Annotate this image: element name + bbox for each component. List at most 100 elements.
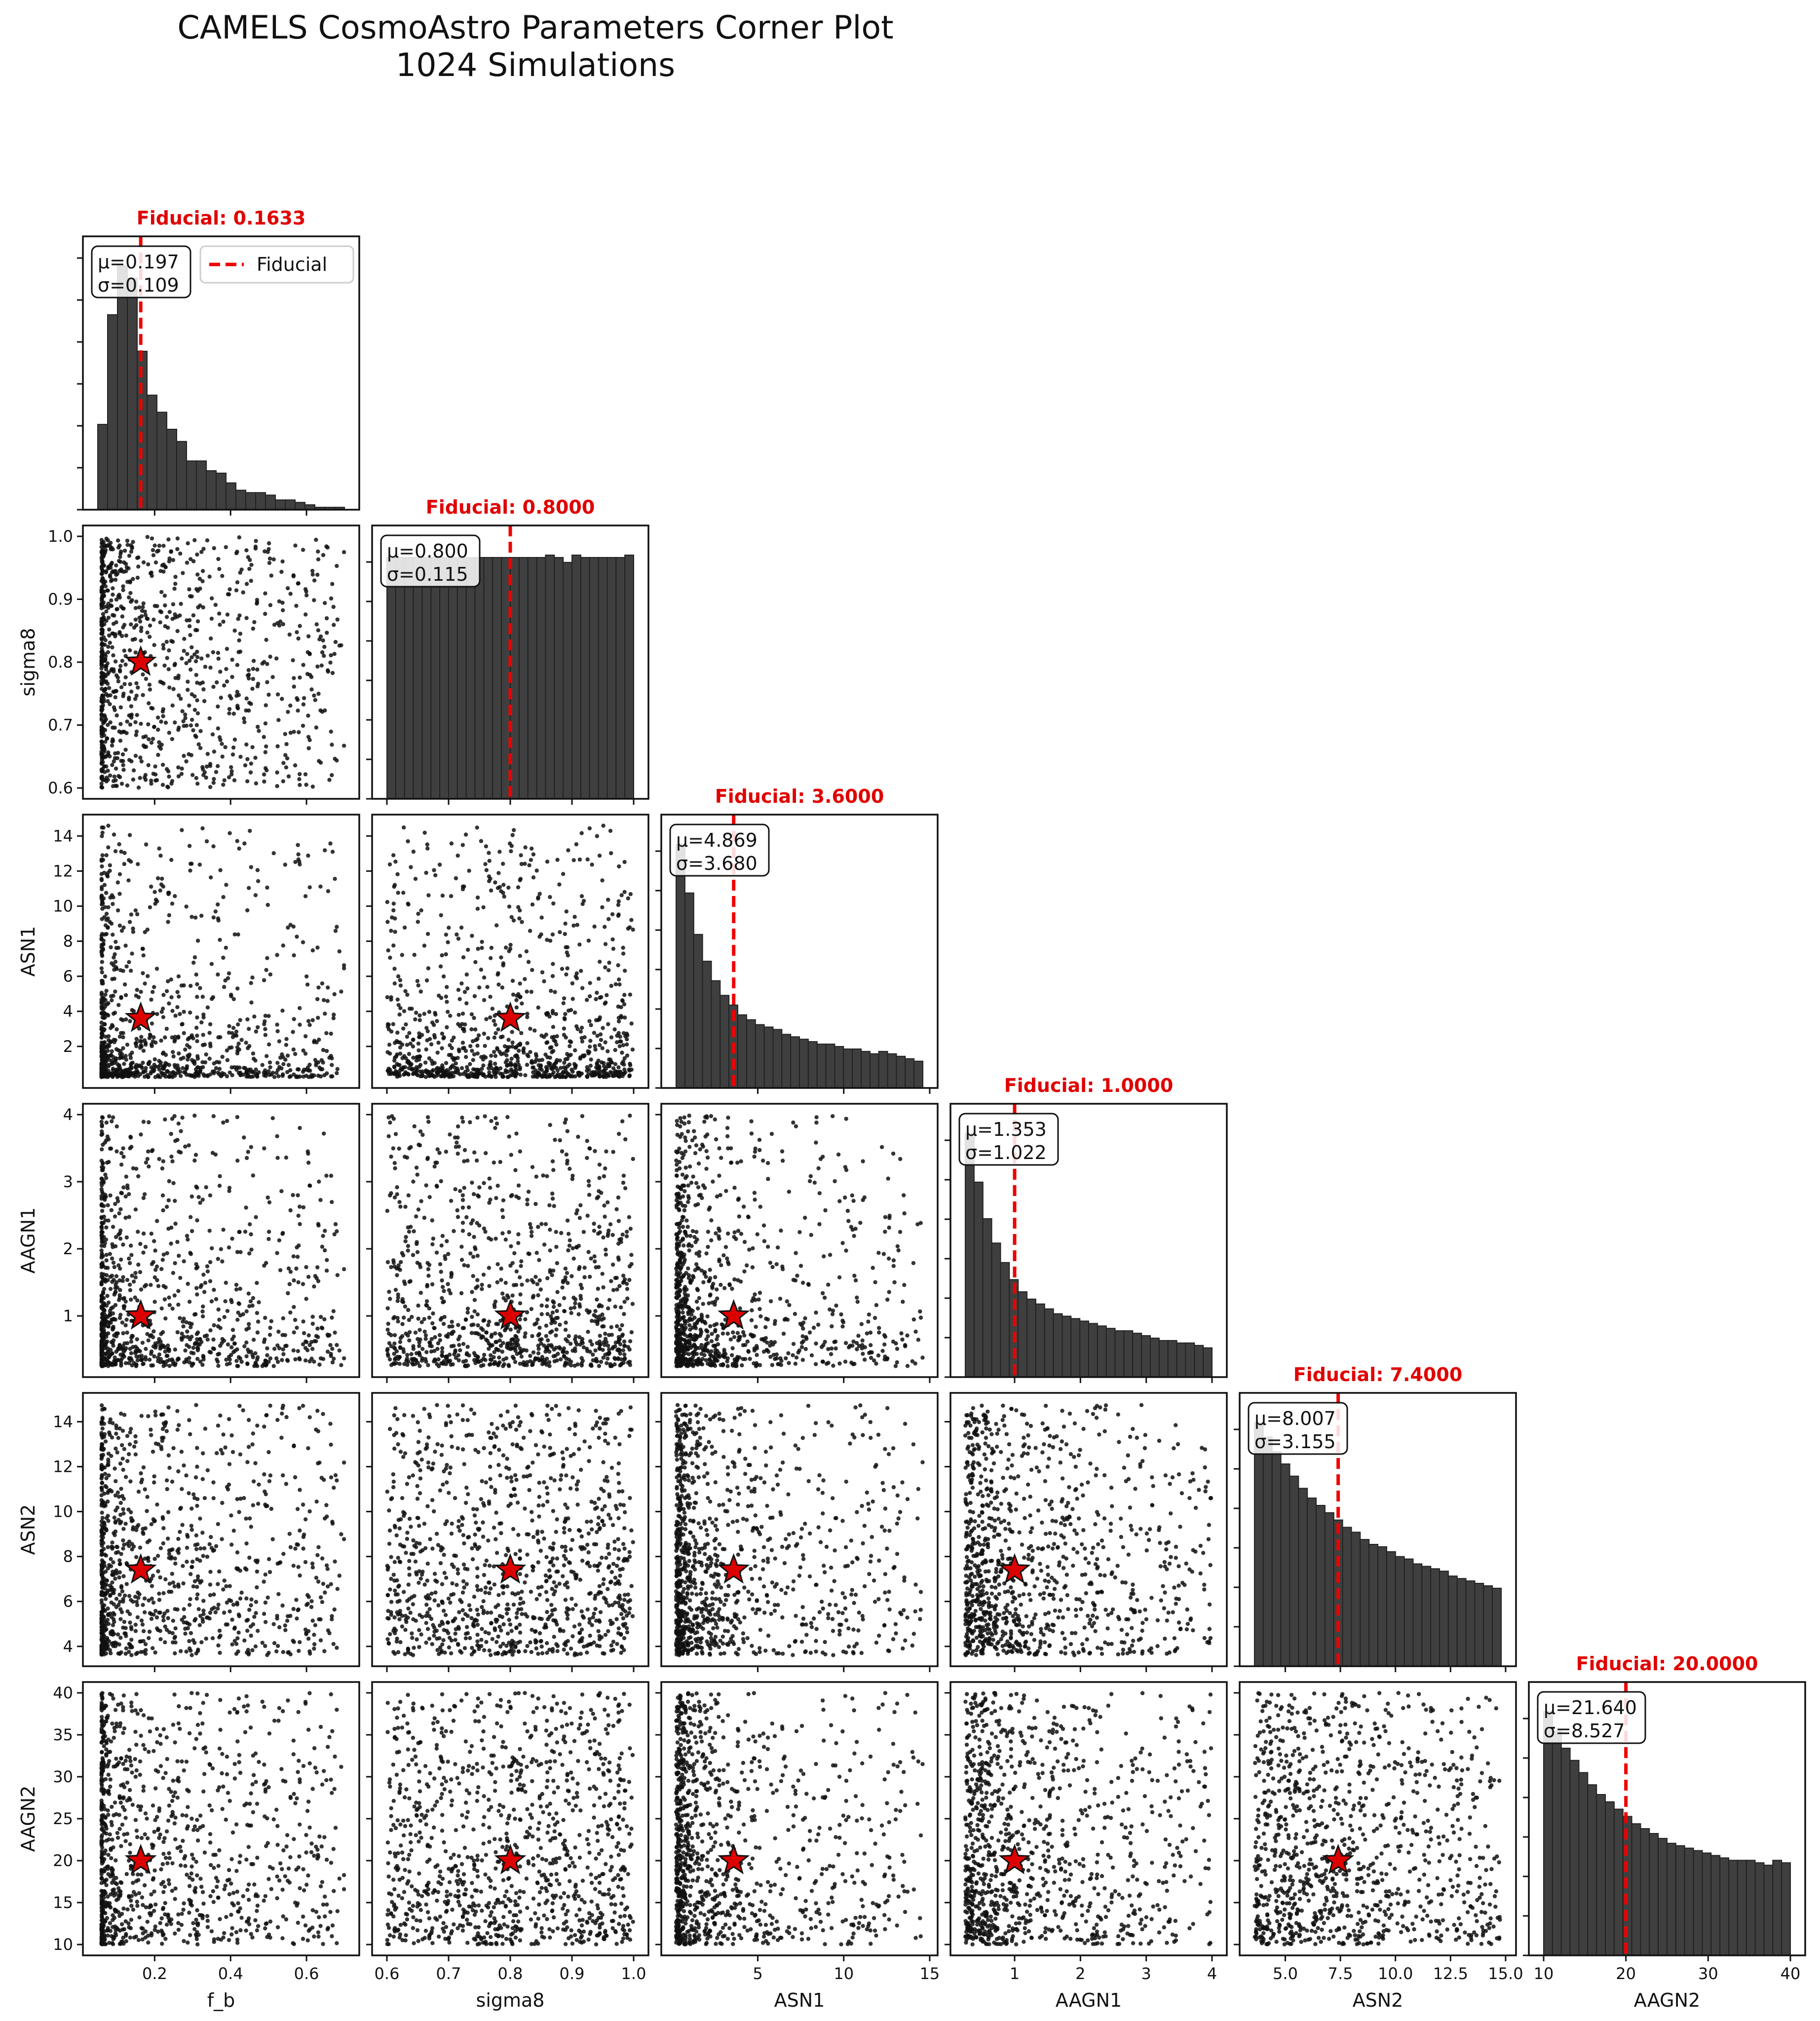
scatter-point (167, 1295, 171, 1300)
scatter-point (329, 596, 334, 601)
scatter-point (508, 942, 513, 947)
scatter-point (552, 1347, 556, 1352)
scatter-point (539, 1303, 544, 1308)
scatter-point (301, 1282, 305, 1286)
scatter-point (489, 945, 494, 950)
scatter-point (297, 730, 301, 735)
scatter-point (419, 1199, 423, 1203)
scatter-point (510, 833, 515, 837)
scatter-point (536, 895, 540, 899)
scatter-point (492, 1035, 497, 1040)
scatter-point (224, 1357, 228, 1362)
scatter-point (272, 1075, 277, 1079)
scatter-point (147, 701, 151, 706)
scatter-point (171, 1050, 175, 1054)
scatter-point (216, 1257, 220, 1261)
scatter-point (231, 745, 236, 750)
hist-bar (852, 1048, 862, 1088)
scatter-point (236, 617, 240, 621)
scatter-point (391, 901, 396, 906)
scatter-point (126, 878, 131, 883)
scatter-point (341, 550, 346, 555)
scatter-point (295, 630, 299, 635)
scatter-point (234, 1282, 239, 1287)
hist-bar (676, 844, 685, 1088)
scatter-point (606, 1022, 610, 1026)
scatter-point (141, 693, 145, 697)
scatter-point (307, 1023, 312, 1027)
scatter-point (163, 603, 167, 608)
scatter-point (406, 1248, 410, 1253)
scatter-point (440, 1234, 445, 1238)
scatter-point (205, 653, 210, 658)
scatter-point (122, 623, 127, 627)
scatter-point (196, 1074, 201, 1078)
scatter-point (339, 1363, 343, 1367)
scatter-point (415, 979, 419, 983)
scatter-point (211, 1114, 216, 1119)
scatter-point (106, 1137, 111, 1142)
scatter-point (333, 639, 338, 644)
scatter-point (101, 582, 106, 586)
scatter-point (455, 932, 459, 937)
scatter-point (476, 1323, 480, 1328)
scatter-point (308, 673, 312, 677)
scatter-point (113, 952, 117, 957)
scatter-point (525, 1041, 530, 1046)
scatter-point (104, 764, 109, 769)
scatter-point (186, 541, 190, 546)
scatter-point (466, 1205, 471, 1210)
scatter-point (471, 1067, 476, 1072)
scatter-point (103, 992, 108, 997)
scatter-point (242, 1135, 246, 1140)
scatter-point (179, 1074, 183, 1078)
scatter-point (123, 675, 128, 679)
scatter-point (599, 1359, 604, 1364)
scatter-point (621, 945, 625, 950)
scatter-point (187, 1360, 192, 1365)
scatter-point (244, 1340, 249, 1345)
scatter-point (138, 619, 143, 624)
scatter-point (577, 942, 582, 947)
scatter-point (237, 846, 241, 851)
scatter-point (187, 624, 192, 629)
scatter-point (387, 1043, 392, 1047)
scatter-point (117, 595, 122, 600)
scatter-point (200, 826, 205, 831)
scatter-point (301, 723, 305, 728)
scatter-point (426, 1267, 431, 1272)
scatter-point (129, 689, 134, 694)
hist-bar (404, 557, 414, 800)
scatter-point (452, 1035, 456, 1040)
scatter-point (113, 989, 117, 994)
scatter-point (291, 1348, 296, 1353)
scatter-point (298, 675, 302, 680)
scatter-point (448, 1043, 452, 1048)
scatter-point (425, 1071, 430, 1076)
scatter-point (119, 1151, 124, 1156)
scatter-point (610, 937, 615, 942)
scatter-point (444, 994, 449, 999)
scatter-point (100, 1147, 104, 1152)
scatter-point (268, 603, 273, 607)
scatter-point (235, 690, 239, 694)
scatter-point (104, 1253, 109, 1257)
scatter-point (427, 1010, 432, 1014)
scatter-point (121, 969, 125, 973)
scatter-point (306, 634, 311, 638)
scatter-point (245, 757, 250, 761)
scatter-point (103, 1218, 108, 1223)
scatter-point (626, 896, 631, 900)
scatter-point (425, 932, 430, 936)
scatter-point (136, 1230, 140, 1234)
scatter-point (544, 1032, 549, 1037)
scatter-point (162, 594, 167, 598)
scatter-point (145, 630, 150, 635)
scatter-point (141, 1196, 146, 1200)
scatter-point (281, 779, 285, 784)
scatter-point (465, 1310, 470, 1315)
scatter-point (495, 1262, 500, 1267)
scatter-point (416, 911, 420, 916)
scatter-point (121, 1046, 125, 1050)
scatter-point (113, 577, 118, 582)
